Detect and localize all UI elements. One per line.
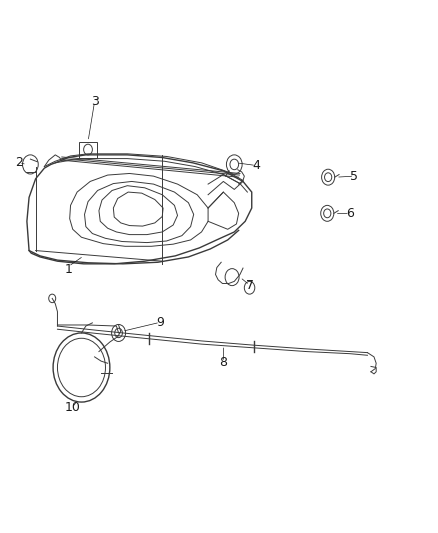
- Text: 6: 6: [346, 207, 354, 220]
- Text: 2: 2: [15, 156, 23, 169]
- Text: 4: 4: [252, 159, 260, 172]
- Text: 10: 10: [65, 401, 81, 414]
- Text: 3: 3: [91, 95, 99, 108]
- Text: 9: 9: [156, 316, 164, 329]
- Text: 7: 7: [246, 279, 254, 292]
- Text: 1: 1: [64, 263, 72, 276]
- Text: 8: 8: [219, 356, 227, 369]
- Text: 5: 5: [350, 169, 358, 183]
